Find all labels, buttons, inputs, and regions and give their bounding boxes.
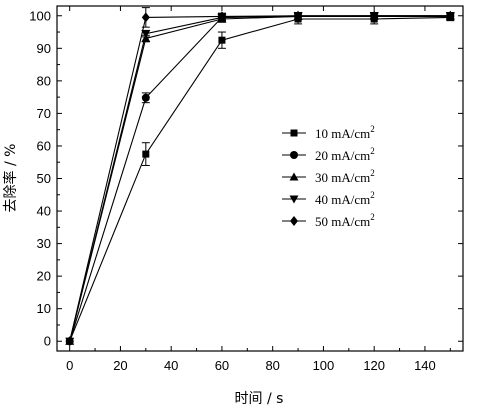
legend-item-1: 10 mA/cm2 xyxy=(282,124,375,141)
x-tick-label: 0 xyxy=(66,358,73,373)
data-point xyxy=(217,11,226,22)
series-3 xyxy=(65,11,455,345)
series-line xyxy=(69,16,451,342)
legend-label: 30 mA/cm2 xyxy=(315,168,375,185)
y-tick-label: 50 xyxy=(37,171,51,186)
series-line xyxy=(69,15,451,342)
plot-frame xyxy=(56,5,464,352)
legend-marker xyxy=(290,216,298,226)
y-tick-label: 70 xyxy=(37,106,51,121)
series-2 xyxy=(65,12,455,346)
legend-label: 20 mA/cm2 xyxy=(315,146,375,163)
legend-label: 10 mA/cm2 xyxy=(315,124,375,141)
legend-item-5: 50 mA/cm2 xyxy=(282,212,375,229)
x-tick-label: 40 xyxy=(164,358,178,373)
y-tick-label: 30 xyxy=(37,236,51,251)
y-tick-label: 90 xyxy=(37,41,51,56)
y-tick-label: 80 xyxy=(37,73,51,88)
legend-label-text: 30 mA/cm xyxy=(315,170,370,185)
legend-label-superscript: 2 xyxy=(370,212,375,222)
data-point xyxy=(294,10,303,21)
legend-label-text: 40 mA/cm xyxy=(315,192,370,207)
data-point xyxy=(370,10,379,21)
x-tick-label: 80 xyxy=(265,358,279,373)
series-layer xyxy=(65,7,455,347)
legend-label-text: 20 mA/cm xyxy=(315,148,370,163)
legend-label: 50 mA/cm2 xyxy=(315,212,375,229)
x-tick-label: 100 xyxy=(313,358,335,373)
legend-item-2: 20 mA/cm2 xyxy=(282,146,375,163)
legend-item-4: 40 mA/cm2 xyxy=(282,190,375,207)
series-4 xyxy=(65,12,455,346)
legend-label-text: 10 mA/cm xyxy=(315,126,370,141)
series-1 xyxy=(66,13,455,345)
legend-label-superscript: 2 xyxy=(370,190,375,200)
y-axis-title: 去除率 / % xyxy=(2,144,19,213)
x-tick-label: 60 xyxy=(215,358,229,373)
data-point xyxy=(141,30,151,39)
data-point xyxy=(141,12,150,23)
legend-label-superscript: 2 xyxy=(370,146,375,156)
data-point xyxy=(142,150,150,158)
y-tick-label: 60 xyxy=(37,138,51,153)
y-tick-label: 10 xyxy=(37,301,51,316)
legend-marker xyxy=(290,151,298,159)
legend-label: 40 mA/cm2 xyxy=(315,190,375,207)
data-point xyxy=(218,36,226,44)
legend-label-text: 50 mA/cm xyxy=(315,214,370,229)
legend-label-superscript: 2 xyxy=(370,168,375,178)
series-line xyxy=(69,15,451,342)
legend-item-3: 30 mA/cm2 xyxy=(282,168,375,185)
legend-label-superscript: 2 xyxy=(370,124,375,134)
ticks-layer: 0 10 20 30 40 50 60 70 80 90 100 0 20 40 60 80 100 120 140 xyxy=(29,6,463,373)
data-point xyxy=(65,336,74,347)
y-tick-label: 0 xyxy=(44,334,51,349)
y-tick-label: 20 xyxy=(37,269,51,284)
legend-marker xyxy=(289,195,299,204)
y-tick-label: 100 xyxy=(29,8,51,23)
x-tick-label: 20 xyxy=(113,358,127,373)
x-axis-title: 时间 / s xyxy=(235,391,284,407)
series-line xyxy=(69,15,451,342)
x-tick-label: 120 xyxy=(363,358,385,373)
y-tick-label: 40 xyxy=(37,204,51,219)
x-tick-label: 140 xyxy=(414,358,436,373)
legend-marker xyxy=(290,129,298,137)
legend-marker xyxy=(289,172,299,181)
data-point xyxy=(446,10,455,21)
series-line xyxy=(69,15,451,342)
series-5 xyxy=(65,7,455,347)
data-point xyxy=(141,93,150,102)
